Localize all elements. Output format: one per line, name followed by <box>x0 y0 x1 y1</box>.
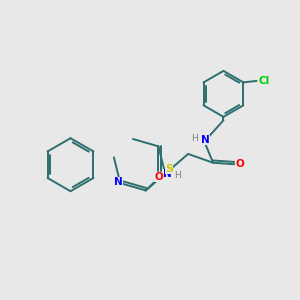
Text: H: H <box>174 171 181 180</box>
Text: N: N <box>164 169 172 178</box>
Text: S: S <box>165 164 173 174</box>
Text: O: O <box>154 172 163 182</box>
Text: O: O <box>235 159 244 169</box>
Text: Cl: Cl <box>259 76 270 86</box>
Text: N: N <box>114 177 123 187</box>
Text: N: N <box>201 135 210 145</box>
Text: H: H <box>190 134 197 142</box>
